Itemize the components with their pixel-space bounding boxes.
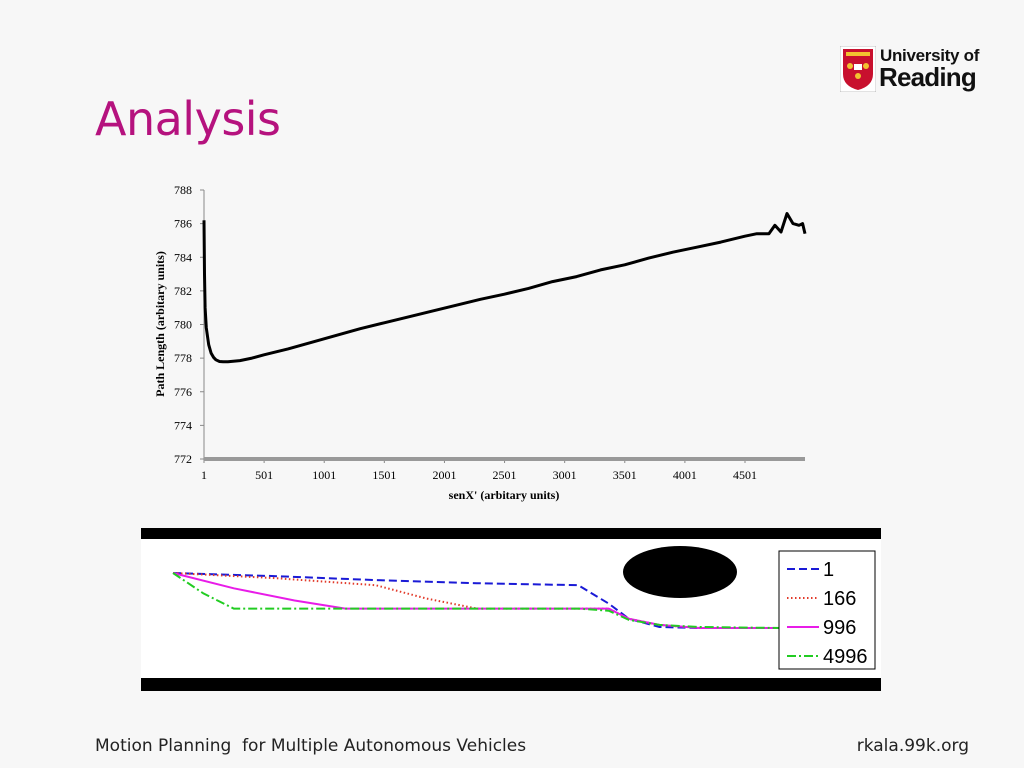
y-tick-label: 774 [174, 418, 192, 432]
x-tick-label: 3001 [553, 468, 577, 482]
legend-label: 4996 [823, 646, 868, 668]
y-axis-ticks: 772 774 776 778 780 782 784 786 788 [174, 183, 204, 466]
y-axis-label: Path Length (arbitary units) [153, 251, 167, 397]
legend-label: 996 [823, 617, 856, 639]
path-length-series [202, 212, 807, 364]
x-tick-label: 2001 [432, 468, 456, 482]
trajectory-panel: 1 166 996 4996 [141, 528, 881, 691]
slide-title: Analysis [95, 92, 281, 146]
y-tick-label: 786 [174, 217, 192, 231]
x-tick-label: 4501 [733, 468, 757, 482]
obstacle-ellipse [623, 546, 737, 598]
footer-url: rkala.99k.org [856, 736, 969, 756]
x-tick-label: 1001 [312, 468, 336, 482]
track-bottom-border [141, 678, 881, 691]
legend: 1 166 996 4996 [787, 559, 868, 668]
x-tick-label: 1 [201, 468, 207, 482]
x-tick-label: 2501 [493, 468, 517, 482]
x-tick-label: 1501 [372, 468, 396, 482]
y-tick-label: 776 [174, 385, 192, 399]
y-tick-label: 782 [174, 284, 192, 298]
x-axis-ticks: 1 501 1001 1501 2001 2501 3001 3501 4001 4501 [201, 459, 757, 482]
trajectory-svg: 1 166 996 4996 [141, 528, 881, 691]
logo-line1: University of [880, 46, 980, 65]
y-tick-label: 784 [174, 250, 192, 264]
x-tick-label: 3501 [613, 468, 637, 482]
legend-box [778, 550, 876, 670]
x-tick-label: 4001 [673, 468, 697, 482]
trajectory-lines [172, 572, 782, 629]
track-top-border [141, 528, 881, 539]
trajectory-1 [172, 572, 781, 629]
footer-title: Motion Planning for Multiple Autonomous … [95, 736, 527, 756]
path-length-chart: 772 774 776 778 780 782 784 786 788 1 501 1001 1501… [140, 176, 830, 516]
y-tick-label: 778 [174, 351, 192, 365]
university-shield-icon [839, 45, 877, 93]
y-tick-label: 780 [174, 318, 192, 332]
legend-label: 1 [823, 559, 834, 581]
y-tick-label: 772 [174, 452, 192, 466]
x-tick-label: 501 [255, 468, 273, 482]
x-axis-label: senX' (arbitary units) [449, 488, 560, 502]
trajectory-4996 [172, 572, 782, 629]
logo-line2: Reading [879, 62, 977, 92]
university-logo: University of Reading [839, 45, 980, 96]
y-tick-label: 788 [174, 183, 192, 197]
legend-label: 166 [823, 588, 856, 610]
